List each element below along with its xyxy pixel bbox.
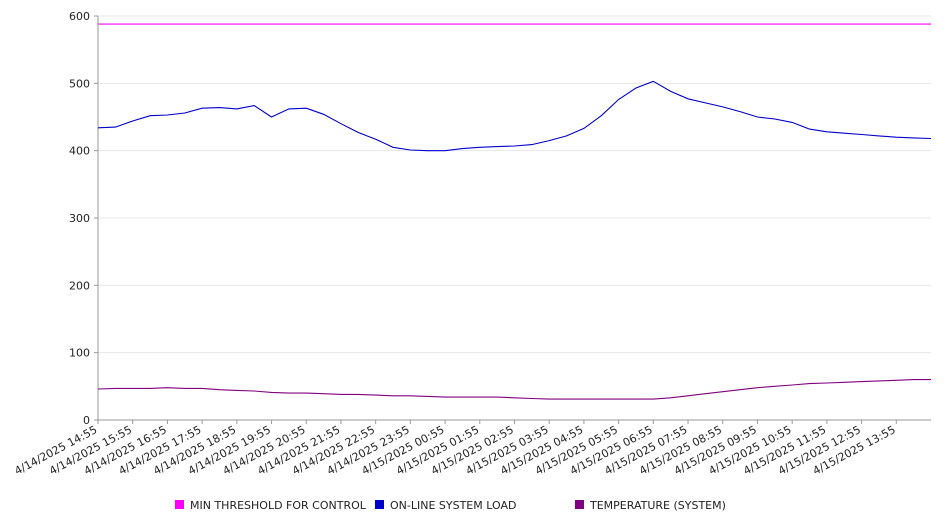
y-tick-label: 100 (69, 347, 90, 360)
y-tick-label: 600 (69, 10, 90, 23)
legend-label: MIN THRESHOLD FOR CONTROL (190, 499, 367, 512)
series-line (97, 379, 931, 400)
y-tick-label: 500 (69, 77, 90, 90)
y-tick-labels: 0 100 200 300 400 500 600 (69, 10, 90, 427)
legend-swatch (175, 500, 184, 509)
y-tick-label: 200 (69, 279, 90, 292)
gridlines (94, 15, 931, 421)
series-line (97, 80, 932, 152)
x-tick-labels: 4/14/2025 14:554/14/2025 15:554/14/2025 … (12, 420, 898, 478)
legend-swatch (375, 500, 384, 509)
legend-label: TEMPERATURE (SYSTEM) (589, 499, 726, 512)
legend: MIN THRESHOLD FOR CONTROL ON-LINE SYSTEM … (175, 499, 726, 512)
y-tick-label: 300 (69, 212, 90, 225)
y-tick-label: 400 (69, 145, 90, 158)
y-tick-label: 0 (83, 414, 90, 427)
series-lines (97, 23, 932, 400)
legend-swatch (575, 500, 584, 509)
legend-label: ON-LINE SYSTEM LOAD (390, 499, 516, 512)
